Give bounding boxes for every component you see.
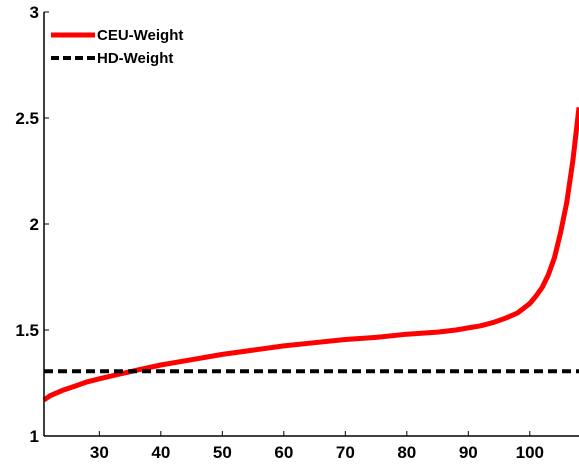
series-lines bbox=[42, 107, 579, 403]
x-tick-label: 40 bbox=[151, 443, 170, 462]
axes: 1 1.5 2 2.5 3 30 40 50 60 70 80 90 100 bbox=[15, 3, 579, 462]
x-tick-label: 100 bbox=[516, 443, 544, 462]
legend-label: CEU-Weight bbox=[97, 27, 183, 44]
x-tick-label: 70 bbox=[336, 443, 355, 462]
y-tick-label: 2 bbox=[30, 215, 39, 234]
y-tick-label: 2.5 bbox=[15, 109, 39, 128]
plot-area bbox=[44, 12, 579, 436]
x-tick-label: 60 bbox=[274, 443, 293, 462]
legend-label: HD-Weight bbox=[97, 50, 173, 67]
x-tick-label: 80 bbox=[397, 443, 416, 462]
y-tick-label: 1 bbox=[30, 427, 39, 446]
x-tick-label: 50 bbox=[213, 443, 232, 462]
x-tick-label: 90 bbox=[459, 443, 478, 462]
y-tick-label: 3 bbox=[30, 3, 39, 22]
x-tick-label: 30 bbox=[90, 443, 109, 462]
legend: CEU-Weight HD-Weight bbox=[51, 27, 183, 67]
y-tick-label: 1.5 bbox=[15, 321, 39, 340]
series-line-ceu-weight bbox=[42, 107, 579, 403]
